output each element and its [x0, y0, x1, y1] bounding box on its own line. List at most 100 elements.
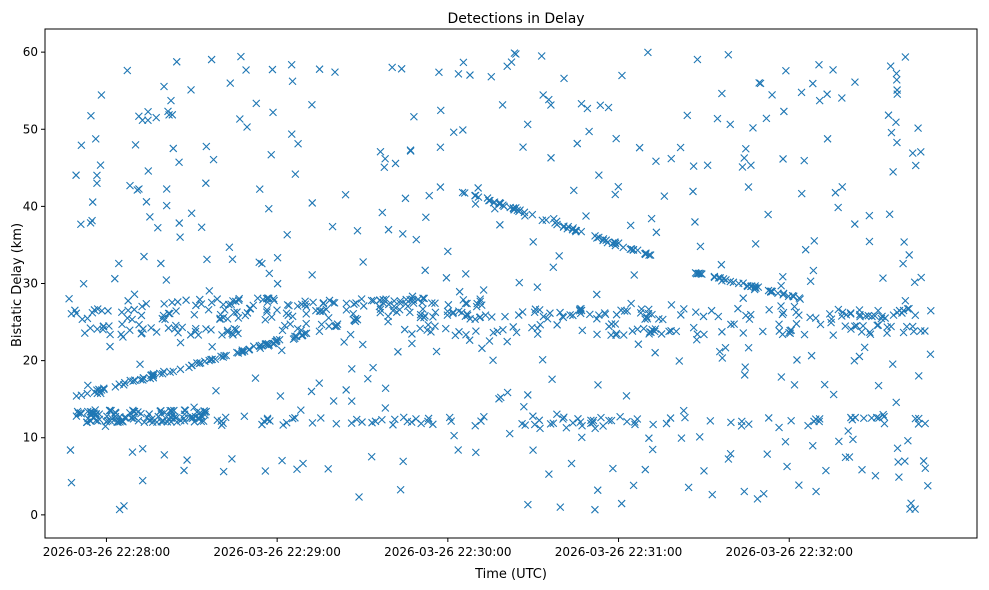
detection-marker-790 [779, 107, 788, 116]
detection-marker-1096 [175, 219, 184, 227]
detection-marker-1169 [635, 143, 644, 152]
detection-marker-1079 [284, 311, 293, 320]
detection-marker-936 [901, 296, 910, 305]
detection-marker-154 [629, 246, 638, 254]
detection-marker-1142 [530, 420, 539, 429]
detection-marker-609 [113, 418, 121, 426]
detection-marker-966 [893, 444, 902, 453]
detection-marker-819 [449, 128, 458, 137]
detection-marker-516 [382, 295, 390, 303]
detection-marker-1016 [829, 390, 838, 399]
detection-marker-198 [767, 288, 775, 297]
detection-marker-713 [804, 421, 812, 430]
detection-marker-309 [261, 315, 270, 324]
detection-marker-201 [128, 315, 136, 324]
detection-marker-490 [420, 294, 429, 303]
detection-marker-726 [407, 418, 416, 426]
detection-marker-1143 [900, 457, 909, 466]
detection-marker-785 [425, 191, 434, 200]
detection-marker-889 [129, 412, 138, 421]
detection-marker-425 [194, 331, 203, 339]
detection-marker-972 [294, 139, 302, 148]
detection-marker-63 [159, 367, 168, 376]
detection-marker-752 [316, 414, 325, 422]
detection-marker-997 [611, 190, 620, 199]
detection-marker-750 [518, 419, 526, 428]
detection-marker-242 [223, 314, 232, 323]
detection-marker-996 [162, 276, 171, 284]
detection-marker-389 [499, 325, 507, 334]
detection-marker-477 [778, 330, 787, 339]
detection-marker-902 [756, 79, 765, 88]
detection-marker-824 [753, 494, 762, 503]
detection-marker-438 [400, 325, 409, 334]
detection-marker-509 [160, 300, 169, 308]
detection-marker-534 [379, 299, 388, 308]
detection-marker-810 [739, 294, 748, 303]
detection-marker-1077 [376, 305, 385, 314]
detection-marker-1154 [86, 219, 95, 227]
detection-marker-1128 [331, 68, 339, 76]
detection-marker-766 [175, 158, 183, 167]
detection-marker-748 [815, 414, 824, 423]
detection-marker-803 [228, 454, 236, 463]
detection-marker-543 [319, 299, 328, 308]
detection-marker-337 [878, 312, 886, 321]
detection-marker-832 [307, 387, 316, 396]
detection-marker-763 [101, 422, 110, 431]
detection-marker-938 [892, 69, 901, 78]
detection-marker-789 [679, 406, 688, 415]
detection-marker-857 [879, 410, 888, 419]
detection-marker-685 [428, 420, 437, 429]
detection-marker-496 [367, 296, 376, 305]
detection-marker-397 [829, 331, 838, 339]
detection-marker-1085 [267, 150, 276, 159]
detection-marker-197 [739, 279, 748, 288]
detection-marker-926 [747, 161, 755, 170]
detection-marker-606 [181, 406, 190, 415]
detection-marker-1168 [168, 110, 177, 119]
detection-marker-493 [375, 302, 384, 311]
detection-marker-278 [601, 310, 610, 319]
detection-marker-416 [739, 329, 748, 337]
detection-marker-282 [419, 305, 427, 314]
detection-marker-417 [106, 330, 114, 339]
detection-marker-737 [221, 413, 230, 422]
detection-marker-990 [235, 115, 244, 123]
detection-marker-927 [759, 489, 768, 498]
detection-marker-942 [172, 57, 181, 66]
detection-marker-277 [518, 308, 527, 316]
detection-marker-867 [251, 374, 260, 382]
detection-marker-442 [792, 319, 801, 328]
detection-marker-15 [138, 376, 147, 384]
detection-marker-1147 [187, 86, 195, 94]
detection-marker-846 [421, 213, 430, 222]
detection-marker-898 [629, 481, 638, 490]
detection-marker-962 [376, 147, 385, 156]
detection-marker-848 [564, 222, 573, 231]
detection-marker-649 [137, 409, 145, 418]
detection-marker-232 [97, 306, 106, 315]
detection-marker-340 [315, 307, 324, 316]
detection-marker-511 [259, 295, 267, 304]
detection-marker-512 [301, 300, 310, 309]
detection-marker-305 [575, 306, 584, 315]
detection-marker-1089 [886, 62, 895, 71]
detection-marker-806 [778, 272, 787, 281]
y-tick-label-6: 60 [23, 45, 38, 59]
detection-marker-992 [207, 55, 216, 64]
detection-marker-1134 [412, 235, 421, 244]
detection-marker-1179 [529, 237, 538, 246]
detection-marker-754 [914, 420, 923, 428]
detection-marker-828 [713, 114, 722, 123]
detection-marker-426 [619, 331, 628, 339]
detection-marker-755 [631, 420, 639, 429]
detection-marker-423 [841, 322, 850, 331]
detection-marker-1094 [291, 170, 300, 179]
detection-marker-953 [515, 278, 524, 287]
detection-marker-838 [293, 324, 302, 333]
detection-marker-615 [129, 414, 138, 423]
detection-marker-829 [537, 52, 546, 60]
detection-marker-784 [834, 203, 843, 212]
detection-marker-188 [710, 272, 719, 281]
